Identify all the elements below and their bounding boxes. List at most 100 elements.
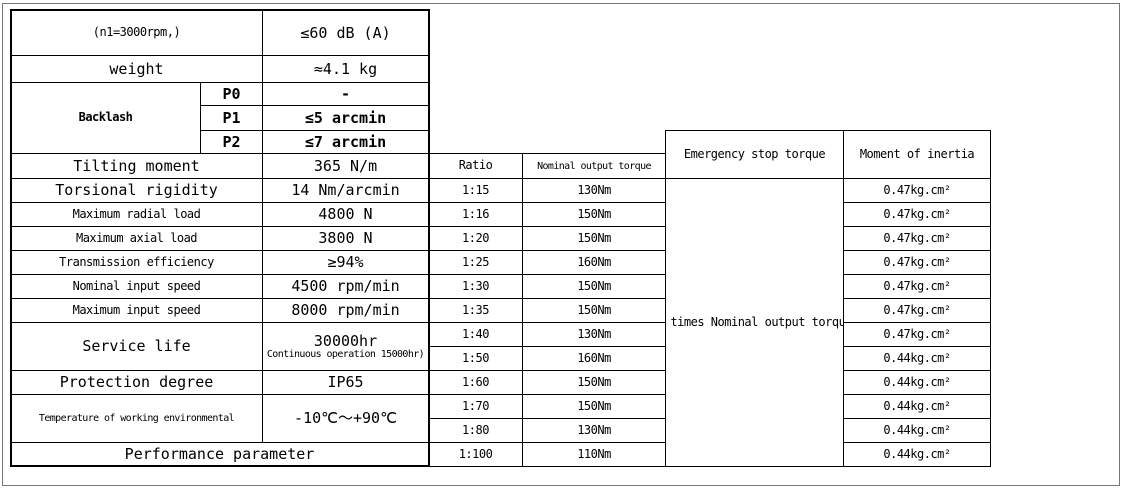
cell-text: 130Nm xyxy=(577,422,611,437)
ratio-cell: 1:15 xyxy=(428,178,523,203)
ratio-cell: 1:100 xyxy=(428,442,523,467)
cell-text: -10℃～+90℃ xyxy=(294,409,397,428)
cell-text: weight xyxy=(109,59,164,78)
backlash-position: P0 xyxy=(200,82,263,106)
cell-text: P2 xyxy=(222,132,241,151)
cell-text: 3800 N xyxy=(318,229,373,248)
cell-text: 0.47kg.cm² xyxy=(883,302,951,317)
cell-text: Moment of inertia xyxy=(859,146,975,161)
cell-text: - xyxy=(340,84,351,103)
spec-value: IP65 xyxy=(262,370,429,395)
torque-cell: 150Nm xyxy=(522,274,666,299)
torque-cell: 160Nm xyxy=(522,250,666,275)
cell-text: IP65 xyxy=(327,373,364,392)
backlash-value: - xyxy=(262,82,429,106)
cell-text: Tilting moment xyxy=(73,156,200,175)
spec-label: Maximum input speed xyxy=(10,298,263,323)
spec-value: 4500 rpm/min xyxy=(262,274,429,299)
cell-text: Torsional rigidity xyxy=(55,181,218,200)
spec-value: ≥94% xyxy=(262,250,429,275)
cell-text: 150Nm xyxy=(577,278,611,293)
cell-text: 150Nm xyxy=(577,230,611,245)
ratio-cell: 1:70 xyxy=(428,394,523,419)
torque-cell: 160Nm xyxy=(522,346,666,371)
cell-text: 150Nm xyxy=(577,398,611,413)
cell-text: 365 N/m xyxy=(313,156,378,175)
cell-text: 1:16 xyxy=(462,206,489,221)
ratio-cell: 1:30 xyxy=(428,274,523,299)
header-cell: Ratio xyxy=(428,153,523,179)
cell-text: 3 times Nominal output torque xyxy=(665,314,844,329)
cell-text: 1:80 xyxy=(462,422,489,437)
cell-text: 4800 N xyxy=(318,205,373,224)
spec-label: Service life xyxy=(10,322,263,371)
torque-cell: 130Nm xyxy=(522,322,666,347)
emergency-cell: 3 times Nominal output torque xyxy=(665,178,844,467)
cell-text: 1:35 xyxy=(462,302,489,317)
cell-text: 0.47kg.cm² xyxy=(883,206,951,221)
ratio-cell: 1:35 xyxy=(428,298,523,323)
ratio-cell: 1:20 xyxy=(428,226,523,251)
cell-text: 1:70 xyxy=(462,398,489,413)
cell-text: 14 Nm/arcmin xyxy=(291,181,400,200)
cell-text: Continuous operation 15000hr) xyxy=(266,349,425,361)
cell-text: P1 xyxy=(222,108,241,127)
spec-value: 365 N/m xyxy=(262,153,429,179)
inertia-cell: 0.47kg.cm² xyxy=(843,298,991,323)
spec-value: 4800 N xyxy=(262,202,429,227)
inertia-cell: 0.47kg.cm² xyxy=(843,202,991,227)
inertia-cell: 0.47kg.cm² xyxy=(843,250,991,275)
cell-text: 1:100 xyxy=(458,446,493,461)
cell-text: 0.47kg.cm² xyxy=(883,278,951,293)
ratio-cell: 1:40 xyxy=(428,322,523,347)
cell-text: Service life xyxy=(82,337,191,356)
header-cell: Moment of inertia xyxy=(843,130,991,179)
spec-value: 30000hr Continuous operation 15000hr) xyxy=(262,322,429,371)
cell-text: 0.47kg.cm² xyxy=(883,326,951,341)
spec-label: weight xyxy=(10,55,263,83)
backlash-position: P1 xyxy=(200,105,263,131)
cell-text: 0.44kg.cm² xyxy=(883,374,951,389)
spec-label: (n1=3000rpm,) xyxy=(10,10,263,56)
ratio-cell: 1:60 xyxy=(428,370,523,395)
cell-text: Nominal output torque xyxy=(537,160,651,172)
cell-text: 4500 rpm/min xyxy=(291,277,400,296)
spec-value: 14 Nm/arcmin xyxy=(262,178,429,203)
cell-text: 0.44kg.cm² xyxy=(883,350,951,365)
spec-label: Maximum axial load xyxy=(10,226,263,251)
cell-text: 1:60 xyxy=(462,374,489,389)
spec-value: ≈4.1 kg xyxy=(262,55,429,83)
cell-text: Performance parameter xyxy=(124,445,315,464)
torque-cell: 150Nm xyxy=(522,298,666,323)
cell-text: 130Nm xyxy=(577,182,611,197)
torque-cell: 150Nm xyxy=(522,370,666,395)
cell-text: 0.47kg.cm² xyxy=(883,230,951,245)
cell-text: Transmission efficiency xyxy=(59,254,214,269)
torque-cell: 150Nm xyxy=(522,226,666,251)
torque-cell: 110Nm xyxy=(522,442,666,467)
cell-text: 150Nm xyxy=(577,302,611,317)
cell-text: 150Nm xyxy=(577,374,611,389)
torque-cell: 150Nm xyxy=(522,202,666,227)
inertia-cell: 0.44kg.cm² xyxy=(843,370,991,395)
cell-text: (n1=3000rpm,) xyxy=(92,25,181,40)
spec-label: Protection degree xyxy=(10,370,263,395)
spec-value: 8000 rpm/min xyxy=(262,298,429,323)
cell-text: ≥94% xyxy=(327,253,364,272)
cell-text: Emergency stop torque xyxy=(683,146,826,161)
cell-text: Protection degree xyxy=(59,373,214,392)
ratio-cell: 1:50 xyxy=(428,346,523,371)
cell-text: 1:30 xyxy=(462,278,489,293)
torque-cell: 150Nm xyxy=(522,394,666,419)
backlash-value: ≤5 arcmin xyxy=(262,105,429,131)
cell-text: 1:25 xyxy=(462,254,489,269)
cell-text: Nominal input speed xyxy=(72,278,201,293)
cell-text: 8000 rpm/min xyxy=(291,301,400,320)
cell-text: 130Nm xyxy=(577,326,611,341)
spec-value: 3800 N xyxy=(262,226,429,251)
header-cell: Nominal output torque xyxy=(522,153,666,179)
spec-value: ≤60 dB (A) xyxy=(262,10,429,56)
cell-text: 0.44kg.cm² xyxy=(883,398,951,413)
spec-value: -10℃～+90℃ xyxy=(262,394,429,443)
